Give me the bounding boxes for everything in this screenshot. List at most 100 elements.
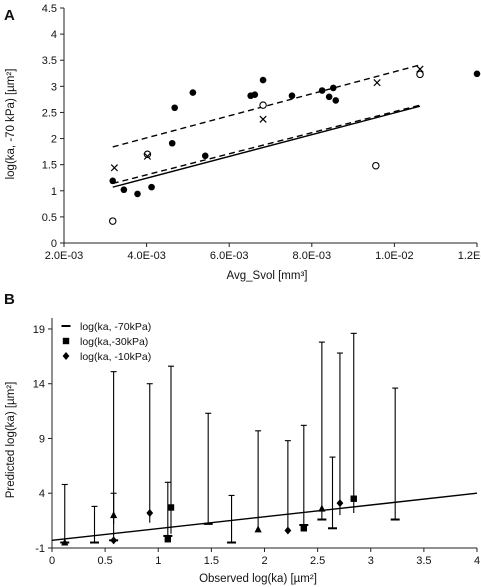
panel-a-axes	[63, 8, 477, 244]
panel-a-y-tick-label: 0	[51, 238, 57, 250]
panel-a-y-tick-label: 0.5	[42, 212, 57, 224]
reference-line	[51, 492, 478, 542]
error-bar	[350, 332, 357, 513]
panel-b-x-axis-title: Observed log(ka) [µm²]	[199, 573, 317, 585]
panel-b-y-tick-label: -1	[35, 543, 45, 555]
panel-a-ticks: 2.0E-03 4.0E-03 6.0E-03 8.0E-03 1.0E-02 1.2E-…	[42, 3, 481, 262]
data-point-x	[110, 164, 119, 172]
confidence-line	[112, 64, 421, 148]
error-bar	[318, 341, 325, 520]
data-point-filled-circle	[318, 87, 326, 94]
panel-b-x-tick-label: 1.5	[204, 555, 219, 567]
data-point-filled-circle	[288, 92, 296, 100]
data-point-open-circle	[372, 161, 380, 170]
panel-a-y-tick-label: 1	[51, 186, 57, 198]
panel-a-y-tick-label: 3	[51, 81, 57, 93]
data-point-filled-circle	[325, 93, 333, 101]
panel-a-x-tick-label: 8.0E-03	[293, 250, 332, 262]
panel-a-y-tick-label: 1.5	[42, 160, 57, 172]
data-point-filled-circle	[189, 89, 197, 96]
panel-a-x-tick-label: 4.0E-03	[127, 250, 166, 262]
data-point-dash	[90, 541, 99, 544]
error-bar	[91, 505, 98, 543]
panel-a-x-tick-label: 1.2E-02	[458, 250, 481, 262]
legend-marker-dash	[61, 325, 71, 327]
data-point-x-stroke	[110, 164, 119, 172]
panel-b-x-tick-label: 2.5	[310, 555, 325, 567]
data-point-filled-circle	[148, 183, 155, 191]
error-bar	[300, 424, 307, 525]
panel-a-y-tick-label: 4.5	[42, 3, 57, 15]
error-bar	[61, 483, 68, 543]
panel-a-points	[108, 65, 481, 225]
data-point-filled-circle	[251, 91, 259, 98]
panel-a-x-tick-label: 2.0E-03	[45, 250, 84, 262]
data-point-filled-circle	[329, 84, 337, 92]
data-point-square	[167, 504, 175, 511]
data-point-diamond	[146, 508, 154, 517]
data-point-triangle	[254, 525, 262, 533]
panel-b: B 0 0.5 1 1.5 2 2.5 3 3.5 4 -1 4 9 14 19 log(ka, -70k…	[4, 291, 480, 585]
panel-a: A 2.0E-03 4.0E-03 6.0E-03 8.0E-03 1.0E-02 1.2…	[4, 3, 481, 282]
panel-a-letter: A	[4, 7, 15, 24]
data-point-square	[300, 525, 308, 532]
legend-label: log(ka, -10kPa)	[80, 351, 151, 363]
error-bar	[392, 387, 399, 520]
data-point-open-circle	[416, 70, 424, 79]
data-point-square	[164, 536, 172, 543]
legend-label: log(ka,-30kPa)	[80, 336, 148, 348]
panel-b-y-tick-label: 4	[39, 488, 45, 500]
data-point-open-circle	[143, 150, 152, 158]
data-point-x	[416, 65, 424, 73]
error-bar	[146, 383, 153, 523]
data-point-x	[373, 79, 381, 87]
error-bar	[329, 456, 336, 529]
data-point-x-stroke	[143, 152, 152, 160]
panel-b-ticks: 0 0.5 1 1.5 2 2.5 3 3.5 4 -1 4 9 14 19	[33, 324, 480, 567]
data-point-dash	[317, 518, 327, 521]
panel-b-letter: B	[4, 291, 15, 308]
data-point-triangle	[61, 538, 69, 546]
data-point-filled-circle	[473, 70, 481, 78]
data-point-filled-circle	[120, 186, 128, 194]
data-point-diamond	[284, 526, 292, 535]
data-point-filled-circle	[109, 177, 117, 185]
legend-marker-diamond	[62, 352, 70, 360]
fit-line	[112, 105, 421, 188]
data-point-filled-circle	[259, 76, 267, 84]
panel-b-x-tick-label: 3.5	[416, 555, 431, 567]
panel-a-y-tick-label: 4	[51, 29, 57, 41]
panel-b-y-tick-label: 9	[39, 433, 45, 445]
data-point-x-stroke	[416, 65, 424, 73]
data-point-x	[143, 152, 152, 160]
panel-b-x-tick-label: 1	[155, 555, 161, 567]
data-point-open-circle	[108, 217, 117, 225]
error-bar	[110, 371, 117, 524]
panel-b-error-bars	[61, 332, 399, 543]
panel-a-fit-lines	[112, 64, 421, 188]
panel-b-points	[60, 495, 400, 546]
confidence-line	[112, 104, 421, 185]
data-point-dash	[328, 527, 337, 530]
panel-a-y-tick-label: 2.5	[42, 107, 57, 119]
data-point-dash	[227, 541, 237, 544]
error-bar	[255, 430, 262, 532]
data-point-filled-circle	[332, 97, 340, 104]
error-bar	[284, 440, 291, 531]
data-point-square	[350, 495, 357, 502]
data-point-dash	[299, 524, 309, 526]
error-bar	[205, 412, 212, 524]
panel-b-x-tick-label: 0	[49, 555, 55, 567]
data-point-triangle	[318, 504, 326, 512]
panel-b-y-axis-title: Predicted log(ka) [µm²]	[5, 382, 17, 499]
data-point-filled-circle	[168, 139, 176, 147]
panel-b-x-tick-label: 4	[474, 555, 480, 567]
panel-a-y-axis-title: log(ka, -70 kPa) [µm²]	[5, 69, 17, 180]
data-point-x	[259, 115, 267, 123]
data-point-filled-circle	[201, 152, 209, 160]
panel-b-legend: log(ka, -70kPa) log(ka,-30kPa) log(ka, -10…	[61, 321, 151, 363]
data-point-diamond	[336, 499, 344, 508]
data-point-open-circle	[259, 101, 267, 109]
data-point-filled-circle	[171, 104, 178, 112]
panel-b-x-tick-label: 0.5	[97, 555, 112, 567]
